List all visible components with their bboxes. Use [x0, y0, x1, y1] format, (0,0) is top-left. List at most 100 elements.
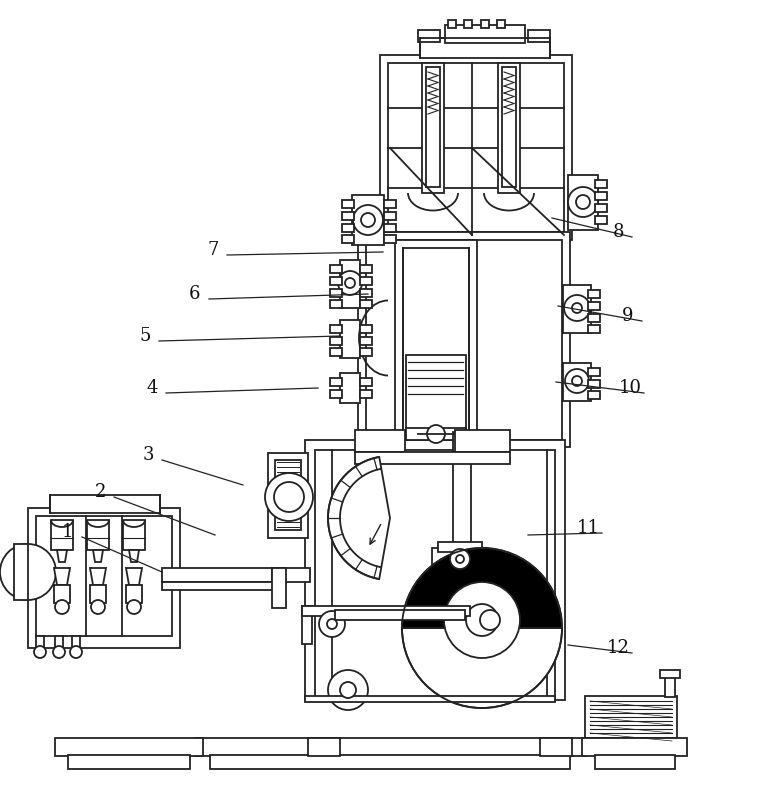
Bar [330, 337, 342, 345]
Bar [330, 325, 342, 333]
Polygon shape [90, 568, 106, 585]
Bar [438, 542, 482, 552]
Bar [302, 606, 312, 644]
Bar [272, 568, 310, 582]
Text: 11: 11 [576, 519, 600, 537]
Bar [162, 568, 274, 582]
Text: 1: 1 [62, 523, 74, 541]
Circle shape [361, 213, 375, 227]
Bar [360, 265, 372, 273]
Bar [330, 378, 342, 386]
Bar [302, 606, 470, 616]
Bar [126, 585, 142, 603]
Bar [595, 216, 607, 224]
Bar [360, 378, 372, 386]
Circle shape [338, 271, 362, 295]
Circle shape [450, 549, 470, 569]
Bar [420, 38, 550, 58]
Bar [72, 636, 80, 650]
Bar [330, 289, 342, 297]
Bar [360, 300, 372, 308]
Bar [54, 585, 70, 603]
Bar [275, 460, 301, 530]
Bar [330, 265, 342, 273]
Bar [360, 390, 372, 398]
Bar [268, 453, 308, 538]
Bar [588, 380, 600, 388]
Bar [340, 373, 360, 403]
Bar [28, 508, 180, 648]
Polygon shape [57, 550, 67, 562]
Circle shape [340, 682, 356, 698]
Circle shape [353, 205, 383, 235]
Bar [305, 696, 555, 702]
Bar [50, 495, 160, 513]
Bar [210, 755, 570, 769]
Bar [426, 67, 440, 187]
Bar [358, 232, 570, 447]
Bar [360, 337, 372, 345]
Bar [36, 636, 44, 650]
Bar [432, 548, 488, 570]
Bar [588, 302, 600, 310]
Circle shape [466, 596, 514, 644]
Bar [585, 696, 677, 738]
Bar [330, 390, 342, 398]
Circle shape [274, 482, 304, 512]
Bar [36, 516, 172, 636]
Bar [497, 20, 505, 28]
Bar [665, 675, 675, 697]
Circle shape [568, 187, 598, 217]
Polygon shape [93, 550, 103, 562]
Bar [568, 175, 598, 230]
Bar [595, 204, 607, 212]
Circle shape [0, 544, 56, 600]
Text: 3: 3 [142, 446, 154, 464]
Text: 2: 2 [94, 483, 105, 501]
Polygon shape [450, 568, 498, 625]
Bar [87, 520, 109, 550]
Circle shape [55, 600, 69, 614]
Wedge shape [402, 628, 562, 708]
Bar [464, 20, 472, 28]
Bar [660, 670, 680, 678]
Text: 12: 12 [607, 639, 629, 657]
Bar [563, 363, 591, 401]
Bar [342, 224, 354, 232]
Circle shape [327, 619, 337, 629]
Circle shape [466, 604, 498, 636]
Circle shape [328, 670, 368, 710]
Text: 10: 10 [619, 379, 641, 397]
Bar [305, 440, 565, 700]
Text: 4: 4 [147, 379, 158, 397]
Bar [384, 200, 396, 208]
Text: 5: 5 [140, 327, 151, 345]
Circle shape [53, 646, 65, 658]
Bar [315, 450, 555, 698]
Bar [588, 391, 600, 399]
Bar [380, 55, 572, 240]
Bar [308, 738, 340, 756]
Circle shape [91, 600, 105, 614]
Bar [335, 610, 465, 620]
Bar [582, 738, 687, 756]
Circle shape [444, 582, 520, 658]
Circle shape [565, 369, 589, 393]
Polygon shape [54, 568, 70, 585]
Bar [330, 348, 342, 356]
Bar [384, 224, 396, 232]
Bar [406, 428, 466, 440]
Wedge shape [402, 548, 562, 628]
Bar [395, 240, 477, 440]
Text: 6: 6 [190, 285, 200, 303]
Bar [340, 260, 360, 308]
Bar [55, 738, 203, 756]
Bar [595, 192, 607, 200]
Bar [51, 520, 73, 550]
Bar [68, 755, 190, 769]
Wedge shape [328, 457, 390, 579]
Bar [272, 568, 286, 608]
Bar [162, 582, 274, 590]
Text: 7: 7 [207, 241, 218, 259]
Bar [563, 285, 591, 333]
